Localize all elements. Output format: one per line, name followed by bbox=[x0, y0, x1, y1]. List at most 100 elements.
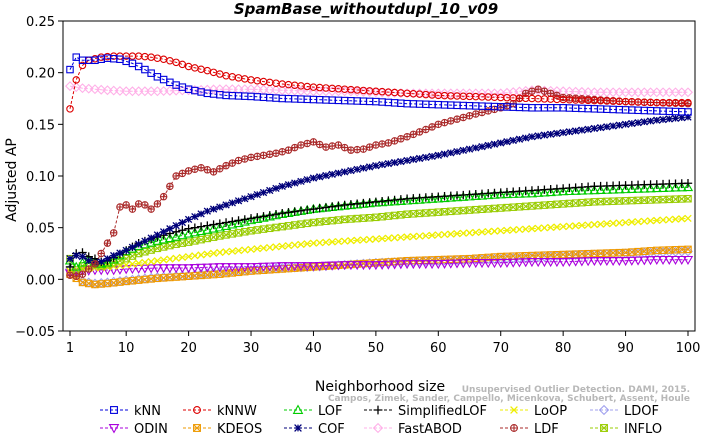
y-tick-label: −0.05 bbox=[15, 325, 55, 340]
data-point bbox=[603, 197, 611, 206]
data-point bbox=[290, 143, 299, 152]
data-point bbox=[683, 87, 693, 98]
data-point bbox=[678, 195, 686, 203]
data-point bbox=[522, 134, 530, 142]
data-point bbox=[253, 190, 261, 199]
data-point bbox=[328, 238, 336, 246]
plot-axes: 1 10 20 30 40 50 60 70 80 90 100 −0.05 0.00 0.05 0.10 0… bbox=[15, 15, 700, 356]
data-point bbox=[489, 259, 500, 269]
data-point bbox=[678, 114, 686, 122]
data-point bbox=[122, 246, 130, 255]
data-point bbox=[347, 237, 355, 245]
data-point bbox=[495, 189, 506, 199]
data-point bbox=[547, 130, 555, 138]
data-point bbox=[439, 193, 450, 203]
data-point bbox=[526, 258, 538, 268]
data-point bbox=[172, 221, 180, 230]
series-inflo bbox=[66, 194, 692, 274]
data-point bbox=[66, 65, 74, 74]
data-point bbox=[428, 152, 436, 161]
data-point bbox=[508, 188, 519, 198]
legend-label: LDOF bbox=[624, 404, 659, 419]
data-point bbox=[559, 128, 567, 137]
data-point bbox=[358, 261, 369, 271]
legend-item-fastabod: FastABOD bbox=[364, 422, 462, 434]
data-point bbox=[110, 251, 118, 260]
data-point bbox=[414, 260, 425, 270]
data-point bbox=[484, 227, 492, 236]
data-point bbox=[85, 257, 93, 265]
data-point bbox=[208, 263, 219, 273]
data-point bbox=[353, 165, 361, 174]
data-point bbox=[216, 248, 224, 257]
data-point bbox=[445, 259, 456, 269]
data-point bbox=[183, 264, 194, 274]
data-point bbox=[651, 255, 662, 266]
data-point bbox=[620, 256, 631, 267]
data-point bbox=[464, 191, 475, 201]
data-point bbox=[395, 260, 406, 270]
data-point bbox=[470, 190, 481, 201]
data-point bbox=[390, 234, 399, 242]
data-point bbox=[571, 222, 580, 230]
data-point bbox=[584, 125, 592, 133]
data-point bbox=[670, 182, 681, 192]
data-point bbox=[484, 107, 492, 115]
data-point bbox=[177, 230, 188, 240]
data-point bbox=[621, 120, 630, 128]
data-point bbox=[659, 115, 667, 124]
data-point bbox=[514, 188, 525, 198]
data-point bbox=[91, 260, 99, 268]
data-point bbox=[246, 214, 256, 223]
data-point bbox=[639, 256, 650, 266]
data-point bbox=[490, 227, 499, 235]
data-point bbox=[403, 233, 411, 241]
data-point bbox=[547, 223, 555, 232]
data-point bbox=[220, 220, 232, 230]
data-point bbox=[528, 87, 536, 96]
data-point bbox=[520, 188, 531, 198]
data-point bbox=[327, 202, 337, 211]
data-point bbox=[193, 424, 201, 432]
data-point bbox=[489, 189, 500, 199]
data-point bbox=[294, 424, 302, 432]
data-point bbox=[609, 219, 617, 227]
data-point bbox=[122, 261, 130, 269]
data-point bbox=[372, 422, 384, 434]
data-point bbox=[628, 119, 636, 128]
data-point bbox=[370, 261, 382, 271]
data-point bbox=[545, 187, 556, 197]
data-point bbox=[408, 195, 419, 205]
data-point bbox=[645, 183, 656, 193]
data-point bbox=[428, 208, 436, 217]
data-point bbox=[322, 171, 330, 180]
legend-item-ldof: LDOF bbox=[590, 404, 659, 419]
data-point bbox=[657, 182, 669, 192]
data-point bbox=[278, 182, 286, 190]
series-cof bbox=[66, 113, 692, 267]
data-point bbox=[634, 218, 642, 226]
data-point bbox=[309, 174, 318, 182]
data-point bbox=[289, 85, 300, 96]
data-point bbox=[222, 161, 230, 170]
data-point bbox=[564, 257, 575, 267]
data-point bbox=[316, 239, 324, 247]
data-point bbox=[501, 189, 513, 199]
x-tick-label: 10 bbox=[118, 341, 135, 356]
data-point bbox=[278, 147, 286, 156]
data-point bbox=[277, 262, 288, 272]
data-point bbox=[116, 249, 124, 257]
data-point bbox=[166, 182, 174, 191]
data-point bbox=[676, 255, 687, 266]
data-point bbox=[378, 212, 386, 221]
data-point bbox=[609, 122, 617, 130]
data-point bbox=[227, 263, 238, 273]
data-point bbox=[682, 255, 694, 266]
data-point bbox=[626, 256, 637, 266]
data-point bbox=[191, 212, 199, 221]
data-point bbox=[447, 117, 455, 125]
data-point bbox=[464, 259, 475, 269]
data-point bbox=[208, 223, 219, 233]
data-point bbox=[628, 218, 636, 226]
data-point bbox=[128, 243, 137, 251]
